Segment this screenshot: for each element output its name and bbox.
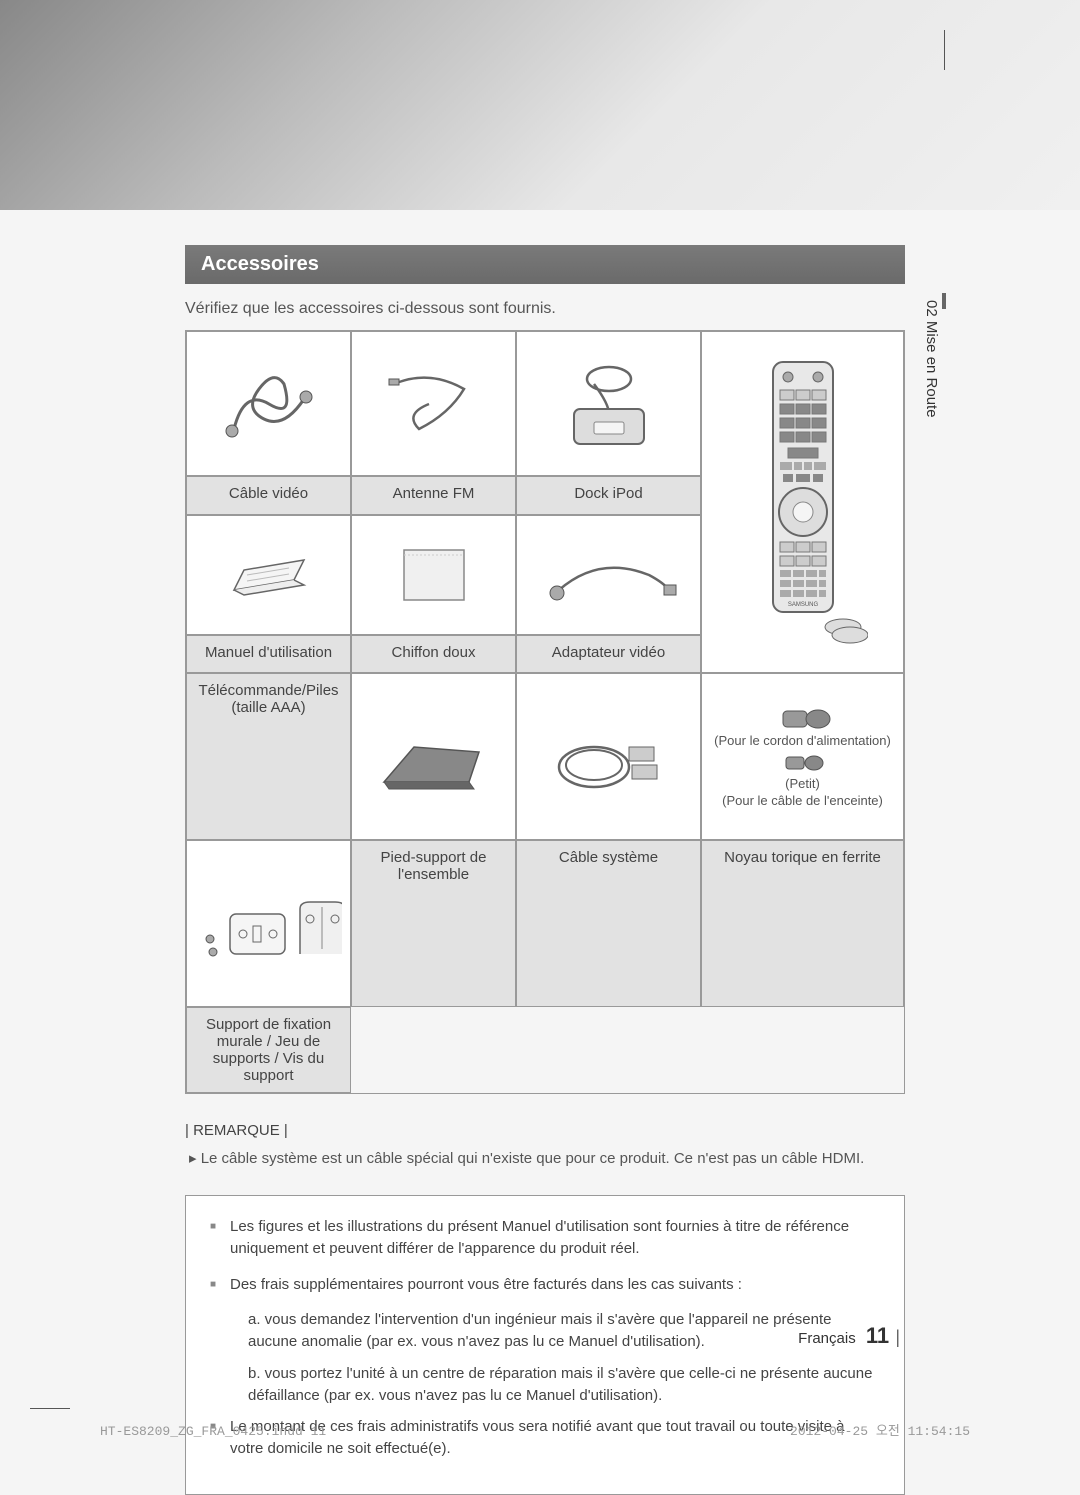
acc-label-pied: Pied-support de l'ensemble bbox=[351, 840, 516, 1007]
footer-lang: Français bbox=[798, 1330, 856, 1347]
acc-cell-chiffon-img bbox=[351, 515, 516, 635]
crop-mark bbox=[944, 30, 945, 70]
acc-cell-cable-sys-img bbox=[516, 673, 701, 840]
imprint-left: HT-ES8209_ZG_FRA_0425.indd 11 bbox=[100, 1424, 326, 1439]
remarque-section: | REMARQUE | ▸ Le câble système est un c… bbox=[185, 1122, 905, 1167]
acc-cell-pied-img bbox=[351, 673, 516, 840]
acc-label-support: Support de fixation murale / Jeu de supp… bbox=[186, 1007, 351, 1093]
soft-cloth-icon bbox=[384, 535, 484, 615]
imprint-right: 2012-04-25 오전 11:54:15 bbox=[790, 1420, 970, 1439]
ferrite-core-icon bbox=[768, 703, 838, 733]
side-accent bbox=[942, 293, 946, 309]
footer-page-number: 11 bbox=[866, 1323, 889, 1348]
acc-label-manuel: Manuel d'utilisation bbox=[186, 635, 351, 673]
acc-label-noyau: Noyau torique en ferrite bbox=[701, 840, 904, 1007]
ipod-dock-icon bbox=[544, 354, 674, 454]
acc-cell-remote-img: SAMSUNG bbox=[701, 331, 904, 673]
section-side-tab: 02 Mise en Route bbox=[923, 300, 940, 418]
acc-label-cable-video: Câble vidéo bbox=[186, 476, 351, 514]
ferrite-sub2: (Petit) bbox=[785, 776, 820, 793]
remote-control-icon: SAMSUNG bbox=[738, 352, 868, 652]
accessories-table: SAMSUNG Câble vidéo Antenne FM Dock iPod bbox=[185, 330, 905, 1094]
system-cable-icon bbox=[544, 707, 674, 807]
acc-label-telecommande: Télécommande/Piles (taille AAA) bbox=[186, 673, 351, 840]
acc-cell-cable-video-img bbox=[186, 331, 351, 476]
main-content: Accessoires Vérifiez que les accessoires… bbox=[185, 245, 905, 1495]
acc-cell-manuel-img bbox=[186, 515, 351, 635]
page-footer: Français 11 | bbox=[798, 1323, 900, 1349]
acc-label-chiffon: Chiffon doux bbox=[351, 635, 516, 673]
stand-icon bbox=[369, 707, 499, 807]
footer-bar: | bbox=[895, 1327, 900, 1347]
remarque-label: | REMARQUE | bbox=[185, 1122, 905, 1139]
acc-label-adaptateur: Adaptateur vidéo bbox=[516, 635, 701, 673]
remarque-text: ▸ Le câble système est un câble spécial … bbox=[189, 1149, 905, 1167]
section-title: Accessoires bbox=[185, 245, 905, 284]
video-adapter-icon bbox=[539, 535, 679, 615]
cable-video-icon bbox=[214, 359, 324, 449]
acc-cell-antenne-img bbox=[351, 331, 516, 476]
ferrite-sub1: (Pour le cordon d'alimentation) bbox=[714, 733, 891, 750]
crop-mark bbox=[30, 1408, 70, 1409]
page-gradient-header bbox=[0, 0, 1080, 210]
info-sub-a: a. vous demandez l'intervention d'un ing… bbox=[248, 1309, 880, 1353]
ferrite-sub3: (Pour le câble de l'enceinte) bbox=[722, 793, 883, 810]
wall-mount-icon bbox=[195, 874, 342, 974]
svg-text:SAMSUNG: SAMSUNG bbox=[787, 602, 818, 608]
acc-label-cable-sys: Câble système bbox=[516, 840, 701, 1007]
acc-cell-noyau-img: (Pour le cordon d'alimentation) (Petit) … bbox=[701, 673, 904, 840]
info-sub-b: b. vous portez l'unité à un centre de ré… bbox=[248, 1363, 880, 1407]
ferrite-core-small-icon bbox=[768, 750, 838, 776]
intro-text: Vérifiez que les accessoires ci-dessous … bbox=[185, 300, 905, 318]
remarque-body: Le câble système est un câble spécial qu… bbox=[201, 1150, 865, 1167]
manual-icon bbox=[219, 535, 319, 615]
acc-cell-adaptateur-img bbox=[516, 515, 701, 635]
remarque-bullet: ▸ bbox=[189, 1150, 197, 1167]
acc-cell-dock-img bbox=[516, 331, 701, 476]
info-box: Les figures et les illustrations du prés… bbox=[185, 1195, 905, 1495]
acc-label-antenne: Antenne FM bbox=[351, 476, 516, 514]
info-item-1: Les figures et les illustrations du prés… bbox=[210, 1216, 880, 1260]
acc-cell-support-img bbox=[186, 840, 351, 1007]
fm-antenna-icon bbox=[379, 359, 489, 449]
acc-label-dock: Dock iPod bbox=[516, 476, 701, 514]
info-item-2: Des frais supplémentaires pourront vous … bbox=[210, 1274, 880, 1296]
